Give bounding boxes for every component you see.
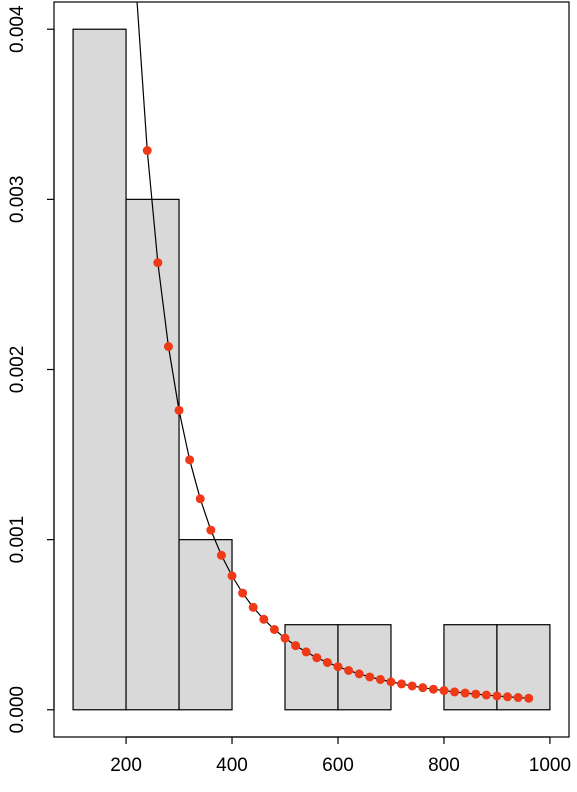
y-tick-label: 0.001 [7, 516, 28, 564]
histogram-bar [284, 624, 339, 711]
histogram-bar [125, 198, 180, 711]
density-point [513, 693, 523, 703]
histogram-bar [496, 624, 551, 711]
axes: 0.000 0.001 0.002 0.003 0.004 200 400 600 800 100… [7, 5, 571, 776]
density-point [238, 588, 248, 598]
plot-area [72, 0, 551, 711]
density-point [407, 681, 417, 691]
x-tick-label: 1000 [529, 755, 571, 776]
density-point [503, 692, 513, 702]
density-point [322, 657, 332, 667]
y-tick-label: 0.004 [7, 5, 28, 53]
density-point [418, 683, 428, 693]
density-point [450, 687, 460, 697]
density-point [428, 684, 438, 694]
density-point [375, 674, 385, 684]
density-point [386, 677, 396, 687]
density-point [227, 571, 237, 581]
density-point [185, 455, 195, 465]
histogram-bar [178, 539, 233, 711]
x-tick-label: 600 [322, 755, 354, 776]
density-point [248, 602, 258, 612]
x-tick-label: 400 [216, 755, 248, 776]
density-point [142, 146, 152, 156]
y-tick-label: 0.000 [7, 686, 28, 734]
density-point [471, 689, 481, 699]
density-point [153, 258, 163, 268]
density-point [354, 669, 364, 679]
density-point [206, 525, 216, 535]
density-point [365, 672, 375, 682]
density-point [269, 624, 279, 634]
density-point [312, 653, 322, 663]
density-point [195, 494, 205, 504]
density-point [163, 342, 173, 352]
density-point [460, 688, 470, 698]
density-point [259, 614, 269, 624]
density-point [174, 405, 184, 415]
density-point [216, 550, 226, 560]
density-point [397, 679, 407, 689]
density-point [291, 641, 301, 651]
density-point [333, 662, 343, 672]
density-point [492, 691, 502, 701]
density-point [344, 665, 354, 675]
y-tick-label: 0.003 [7, 176, 28, 224]
x-tick-label: 800 [428, 755, 460, 776]
histogram-bar [72, 28, 127, 711]
density-point [301, 647, 311, 657]
x-tick-label: 200 [110, 755, 142, 776]
density-point [481, 690, 491, 700]
density-point [524, 693, 534, 703]
density-point [439, 686, 449, 696]
y-tick-label: 0.002 [7, 346, 28, 394]
density-point [280, 633, 290, 643]
density-point [132, 0, 141, 1]
